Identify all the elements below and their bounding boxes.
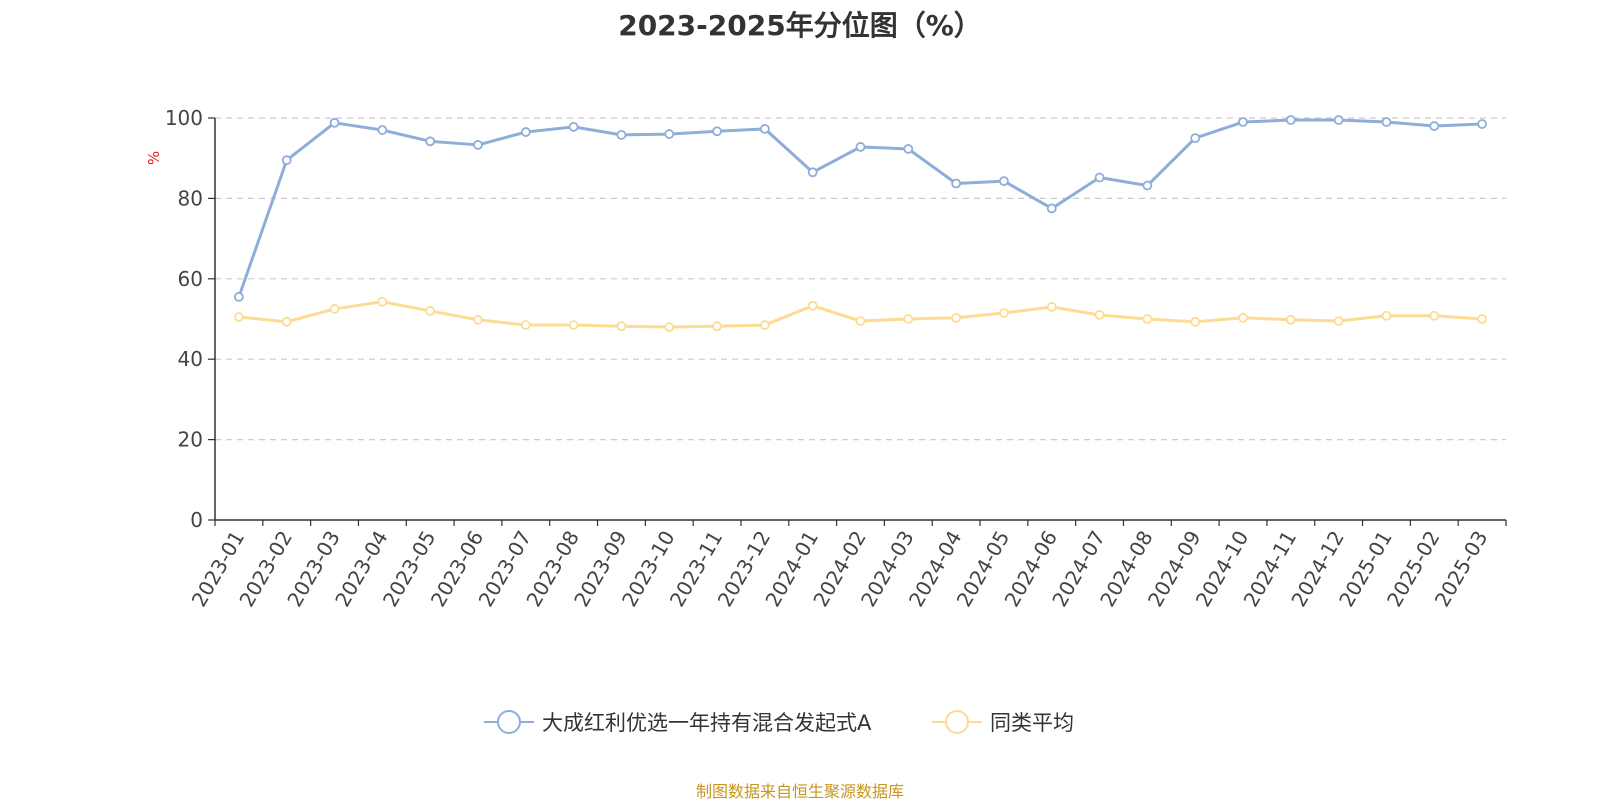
data-point-s0-7 [568,121,579,132]
data-point-s1-24 [1381,310,1392,321]
data-point-s1-23 [1333,316,1344,326]
y-tick-label: 20 [178,428,203,452]
grid-lines [215,117,1506,441]
data-point-s0-11 [759,123,770,134]
data-point-s1-15 [951,312,962,323]
y-tick-label: 40 [178,347,203,371]
data-point-s1-7 [568,320,579,330]
y-tick-label: 0 [190,508,203,532]
data-point-s0-8 [616,129,627,140]
data-point-s0-22 [1285,115,1296,125]
data-point-s1-16 [999,308,1009,318]
data-point-s0-14 [903,144,914,154]
data-point-s1-0 [234,312,244,322]
data-point-s1-9 [664,322,675,332]
data-point-s1-21 [1238,312,1248,323]
data-point-s0-23 [1333,115,1344,125]
data-point-s1-22 [1285,314,1296,325]
data-point-s1-19 [1142,314,1153,324]
data-point-s0-9 [664,129,675,139]
data-point-s0-20 [1190,133,1201,144]
legend-label-0: 大成红利优选一年持有混合发起式A [542,711,872,735]
data-point-s0-5 [473,140,483,150]
legend-label-1: 同类平均 [990,711,1074,735]
legend: 大成红利优选一年持有混合发起式A 同类平均 [484,710,1074,735]
data-point-s0-13 [855,142,866,152]
chart-title: 2023-2025年分位图（%） [618,9,982,42]
data-point-s1-17 [1046,302,1057,312]
series [234,115,1487,332]
axes: 020406080100%2023-012023-022023-032023-0… [145,106,1507,611]
data-point-s1-20 [1190,316,1201,327]
data-point-s0-2 [329,117,340,128]
data-point-s1-4 [425,306,436,316]
data-point-s0-1 [281,155,292,166]
data-point-s1-14 [903,314,914,324]
data-point-s0-10 [712,126,722,137]
data-point-s0-12 [807,167,818,178]
data-point-s0-17 [1046,203,1057,214]
y-axis-label: % [145,151,163,165]
data-point-s0-0 [234,291,244,302]
data-point-s1-12 [807,300,818,311]
data-point-s0-6 [520,127,531,137]
data-point-s1-26 [1477,314,1487,324]
data-point-s0-19 [1142,180,1153,191]
y-tick-label: 60 [178,267,203,291]
data-point-s1-6 [520,320,531,330]
data-point-s1-2 [329,304,340,314]
data-point-s0-15 [951,178,962,189]
data-point-s0-3 [377,125,388,135]
data-point-s0-16 [999,176,1009,187]
y-tick-label: 100 [165,106,203,130]
data-point-s0-25 [1429,121,1440,131]
data-point-s1-8 [616,321,627,332]
legend-marker-1 [945,710,969,734]
data-point-s0-4 [425,136,436,147]
data-point-s0-26 [1477,119,1487,129]
data-point-s0-18 [1094,172,1105,183]
data-point-s0-21 [1238,117,1248,127]
data-point-s1-25 [1429,310,1440,321]
data-point-s1-18 [1094,310,1105,320]
data-point-s0-24 [1381,117,1392,127]
data-point-s1-13 [855,316,866,326]
data-point-s1-1 [281,316,292,327]
data-point-s1-3 [377,296,388,307]
data-point-s1-10 [712,321,722,332]
legend-marker-0 [497,710,521,734]
data-point-s1-5 [473,314,483,325]
y-tick-label: 80 [178,186,203,210]
source-note: 制图数据来自恒生聚源数据库 [695,782,904,801]
data-point-s1-11 [759,320,770,330]
